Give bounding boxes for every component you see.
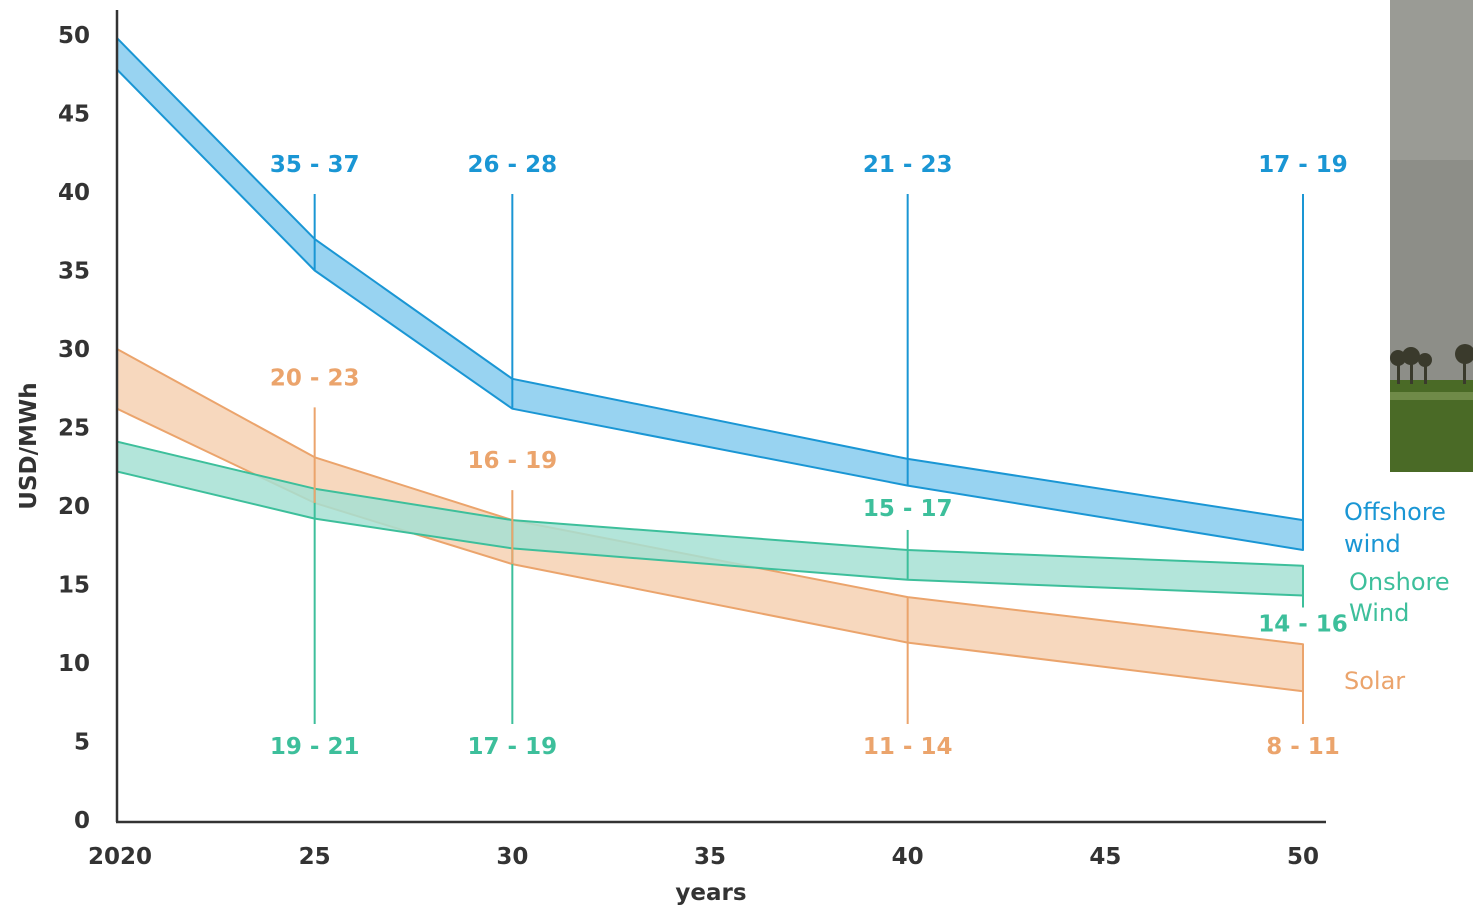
onshore-wind-range-label-3: 14 - 16 — [1258, 611, 1348, 637]
legend: Offshore wind Onshore Wind Solar — [1344, 498, 1450, 695]
offshore-wind-range-label-1: 26 - 28 — [468, 152, 558, 178]
x-tick-label-50: 50 — [1287, 844, 1319, 870]
legend-offshore-line2: wind — [1344, 530, 1401, 558]
y-tick-label-10: 10 — [58, 651, 90, 677]
legend-solar: Solar — [1344, 667, 1405, 695]
trees-icon — [1390, 344, 1473, 384]
onshore-wind-range-label-1: 17 - 19 — [468, 734, 558, 760]
axes — [115, 10, 1326, 824]
range-leader-lines — [313, 194, 1304, 724]
solar-range-label-3: 8 - 11 — [1266, 734, 1340, 760]
legend-onshore-line2: Wind — [1349, 599, 1409, 627]
x-tick-label-35: 35 — [694, 844, 726, 870]
y-tick-label-0: 0 — [74, 808, 90, 834]
onshore-wind-range-label-0: 19 - 21 — [270, 734, 360, 760]
y-tick-label-40: 40 — [58, 180, 90, 206]
offshore-wind-range-label-0: 35 - 37 — [270, 152, 360, 178]
offshore-wind-range-label-2: 21 - 23 — [863, 152, 953, 178]
y-axis-title: USD/MWh — [16, 382, 42, 509]
solar-range-label-1: 16 - 19 — [468, 448, 558, 474]
landscape-photo — [1390, 0, 1473, 472]
y-tick-labels: 0 5 10 15 20 25 30 35 40 45 50 — [58, 23, 90, 834]
x-tick-label-25: 25 — [299, 844, 331, 870]
y-tick-label-50: 50 — [58, 23, 90, 49]
solar-range-label-0: 20 - 23 — [270, 365, 360, 391]
y-tick-label-20: 20 — [58, 494, 90, 520]
x-axis-title: years — [675, 880, 746, 906]
x-tick-label-45: 45 — [1089, 844, 1121, 870]
range-labels: 35 - 37 26 - 28 21 - 23 17 - 19 19 - 21 17 - … — [270, 152, 1348, 760]
x-tick-label-30: 30 — [496, 844, 528, 870]
x-tick-labels: 2020 25 30 35 40 45 50 — [88, 844, 1319, 870]
y-tick-label-35: 35 — [58, 259, 90, 285]
y-tick-label-45: 45 — [58, 102, 90, 128]
y-tick-label-25: 25 — [58, 416, 90, 442]
offshore-wind-range-label-3: 17 - 19 — [1258, 152, 1348, 178]
y-tick-label-15: 15 — [58, 573, 90, 599]
legend-onshore-line1: Onshore — [1349, 568, 1450, 596]
legend-offshore-line1: Offshore — [1344, 498, 1446, 526]
x-tick-label-2020: 2020 — [88, 844, 152, 870]
onshore-wind-range-label-2: 15 - 17 — [863, 496, 953, 522]
solar-range-label-2: 11 - 14 — [863, 734, 953, 760]
y-tick-label-30: 30 — [58, 337, 90, 363]
offshore-wind-band — [116, 37, 1304, 551]
x-tick-label-40: 40 — [892, 844, 924, 870]
y-tick-label-5: 5 — [74, 730, 90, 756]
